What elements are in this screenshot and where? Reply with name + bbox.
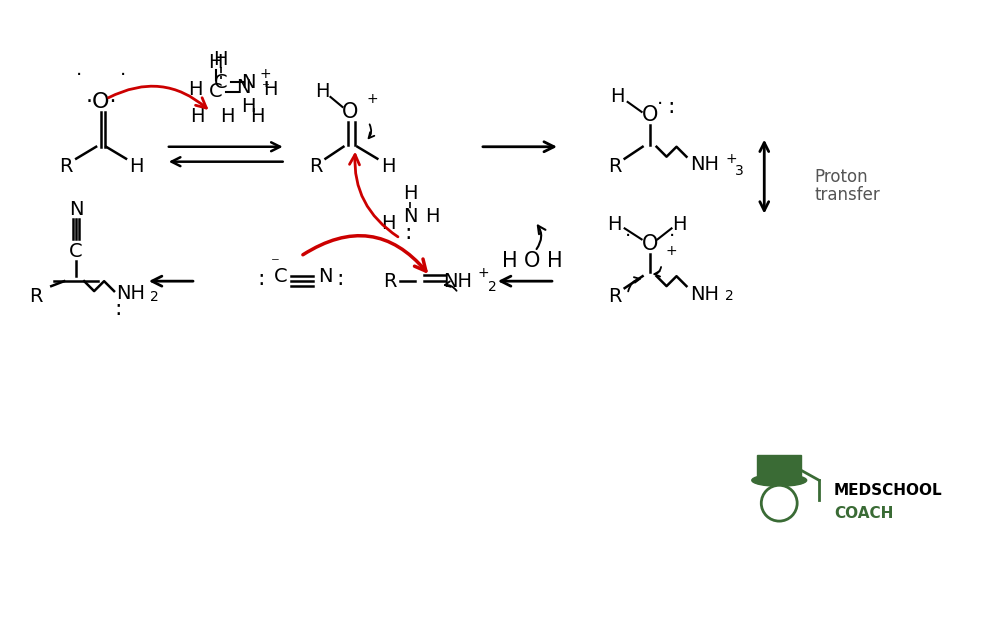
Text: H: H [241, 97, 256, 116]
Text: H: H [214, 50, 228, 69]
Text: +: + [726, 152, 737, 166]
Text: 2: 2 [725, 289, 734, 303]
Text: ·: · [668, 227, 675, 246]
Text: transfer: transfer [814, 186, 880, 204]
Text: H: H [547, 251, 563, 271]
Text: +: + [260, 67, 271, 81]
Text: C: C [214, 73, 228, 92]
Text: C: C [69, 242, 83, 261]
Text: N: N [236, 78, 251, 97]
Text: H: H [209, 53, 223, 72]
Text: ·O·: ·O· [85, 92, 117, 112]
Text: 2: 2 [488, 280, 496, 294]
Text: N: N [241, 73, 256, 92]
Text: :: : [114, 299, 122, 319]
Text: O: O [641, 234, 658, 254]
Text: ⁻: ⁻ [271, 254, 280, 272]
Text: C: C [209, 83, 223, 102]
Text: N: N [69, 200, 83, 219]
Text: O: O [342, 102, 359, 122]
Text: :: : [257, 269, 264, 289]
Text: H: H [672, 215, 687, 234]
Text: +: + [666, 244, 677, 258]
Text: H: H [250, 107, 265, 127]
Text: NH: NH [117, 284, 146, 303]
Text: ·: · [656, 95, 663, 114]
Text: R: R [608, 157, 621, 176]
Text: NH: NH [690, 155, 719, 174]
Text: H: H [315, 83, 330, 102]
Text: ·: · [76, 66, 82, 85]
Text: 3: 3 [735, 163, 744, 177]
Text: O: O [524, 251, 540, 271]
Text: H: H [502, 251, 518, 271]
Text: MEDSCHOOL: MEDSCHOOL [834, 483, 943, 498]
Text: R: R [59, 157, 73, 176]
Ellipse shape [752, 474, 807, 487]
Text: ·: · [625, 227, 631, 246]
Text: H: H [129, 157, 143, 176]
Text: :: : [337, 269, 344, 289]
Text: H: H [191, 107, 205, 127]
Text: :: : [405, 223, 412, 244]
Text: R: R [608, 287, 621, 305]
Text: R: R [384, 272, 397, 291]
Text: ⁺: ⁺ [262, 80, 270, 95]
Text: H: H [607, 215, 622, 234]
Text: H: H [610, 88, 625, 106]
Text: ·: · [120, 66, 126, 85]
Text: +: + [367, 92, 378, 106]
Text: 2: 2 [150, 290, 158, 304]
Text: H: H [381, 214, 396, 233]
Text: H: H [263, 80, 278, 99]
Text: H: H [381, 157, 396, 176]
Text: NH: NH [690, 284, 719, 303]
Text: :: : [668, 97, 675, 117]
Text: COACH: COACH [834, 506, 893, 521]
Text: R: R [309, 157, 322, 176]
Circle shape [761, 485, 797, 521]
Text: +: + [477, 266, 489, 280]
Text: N: N [318, 266, 333, 286]
Text: H: H [189, 80, 203, 99]
Text: H: H [425, 207, 439, 226]
Text: N: N [403, 207, 418, 226]
Text: H: H [221, 107, 235, 127]
Text: C: C [274, 266, 287, 286]
FancyBboxPatch shape [757, 455, 801, 483]
Text: R: R [30, 287, 43, 305]
Text: H: H [403, 184, 418, 203]
Text: O: O [641, 105, 658, 125]
Text: Proton: Proton [814, 168, 868, 186]
Text: NH: NH [444, 272, 473, 291]
